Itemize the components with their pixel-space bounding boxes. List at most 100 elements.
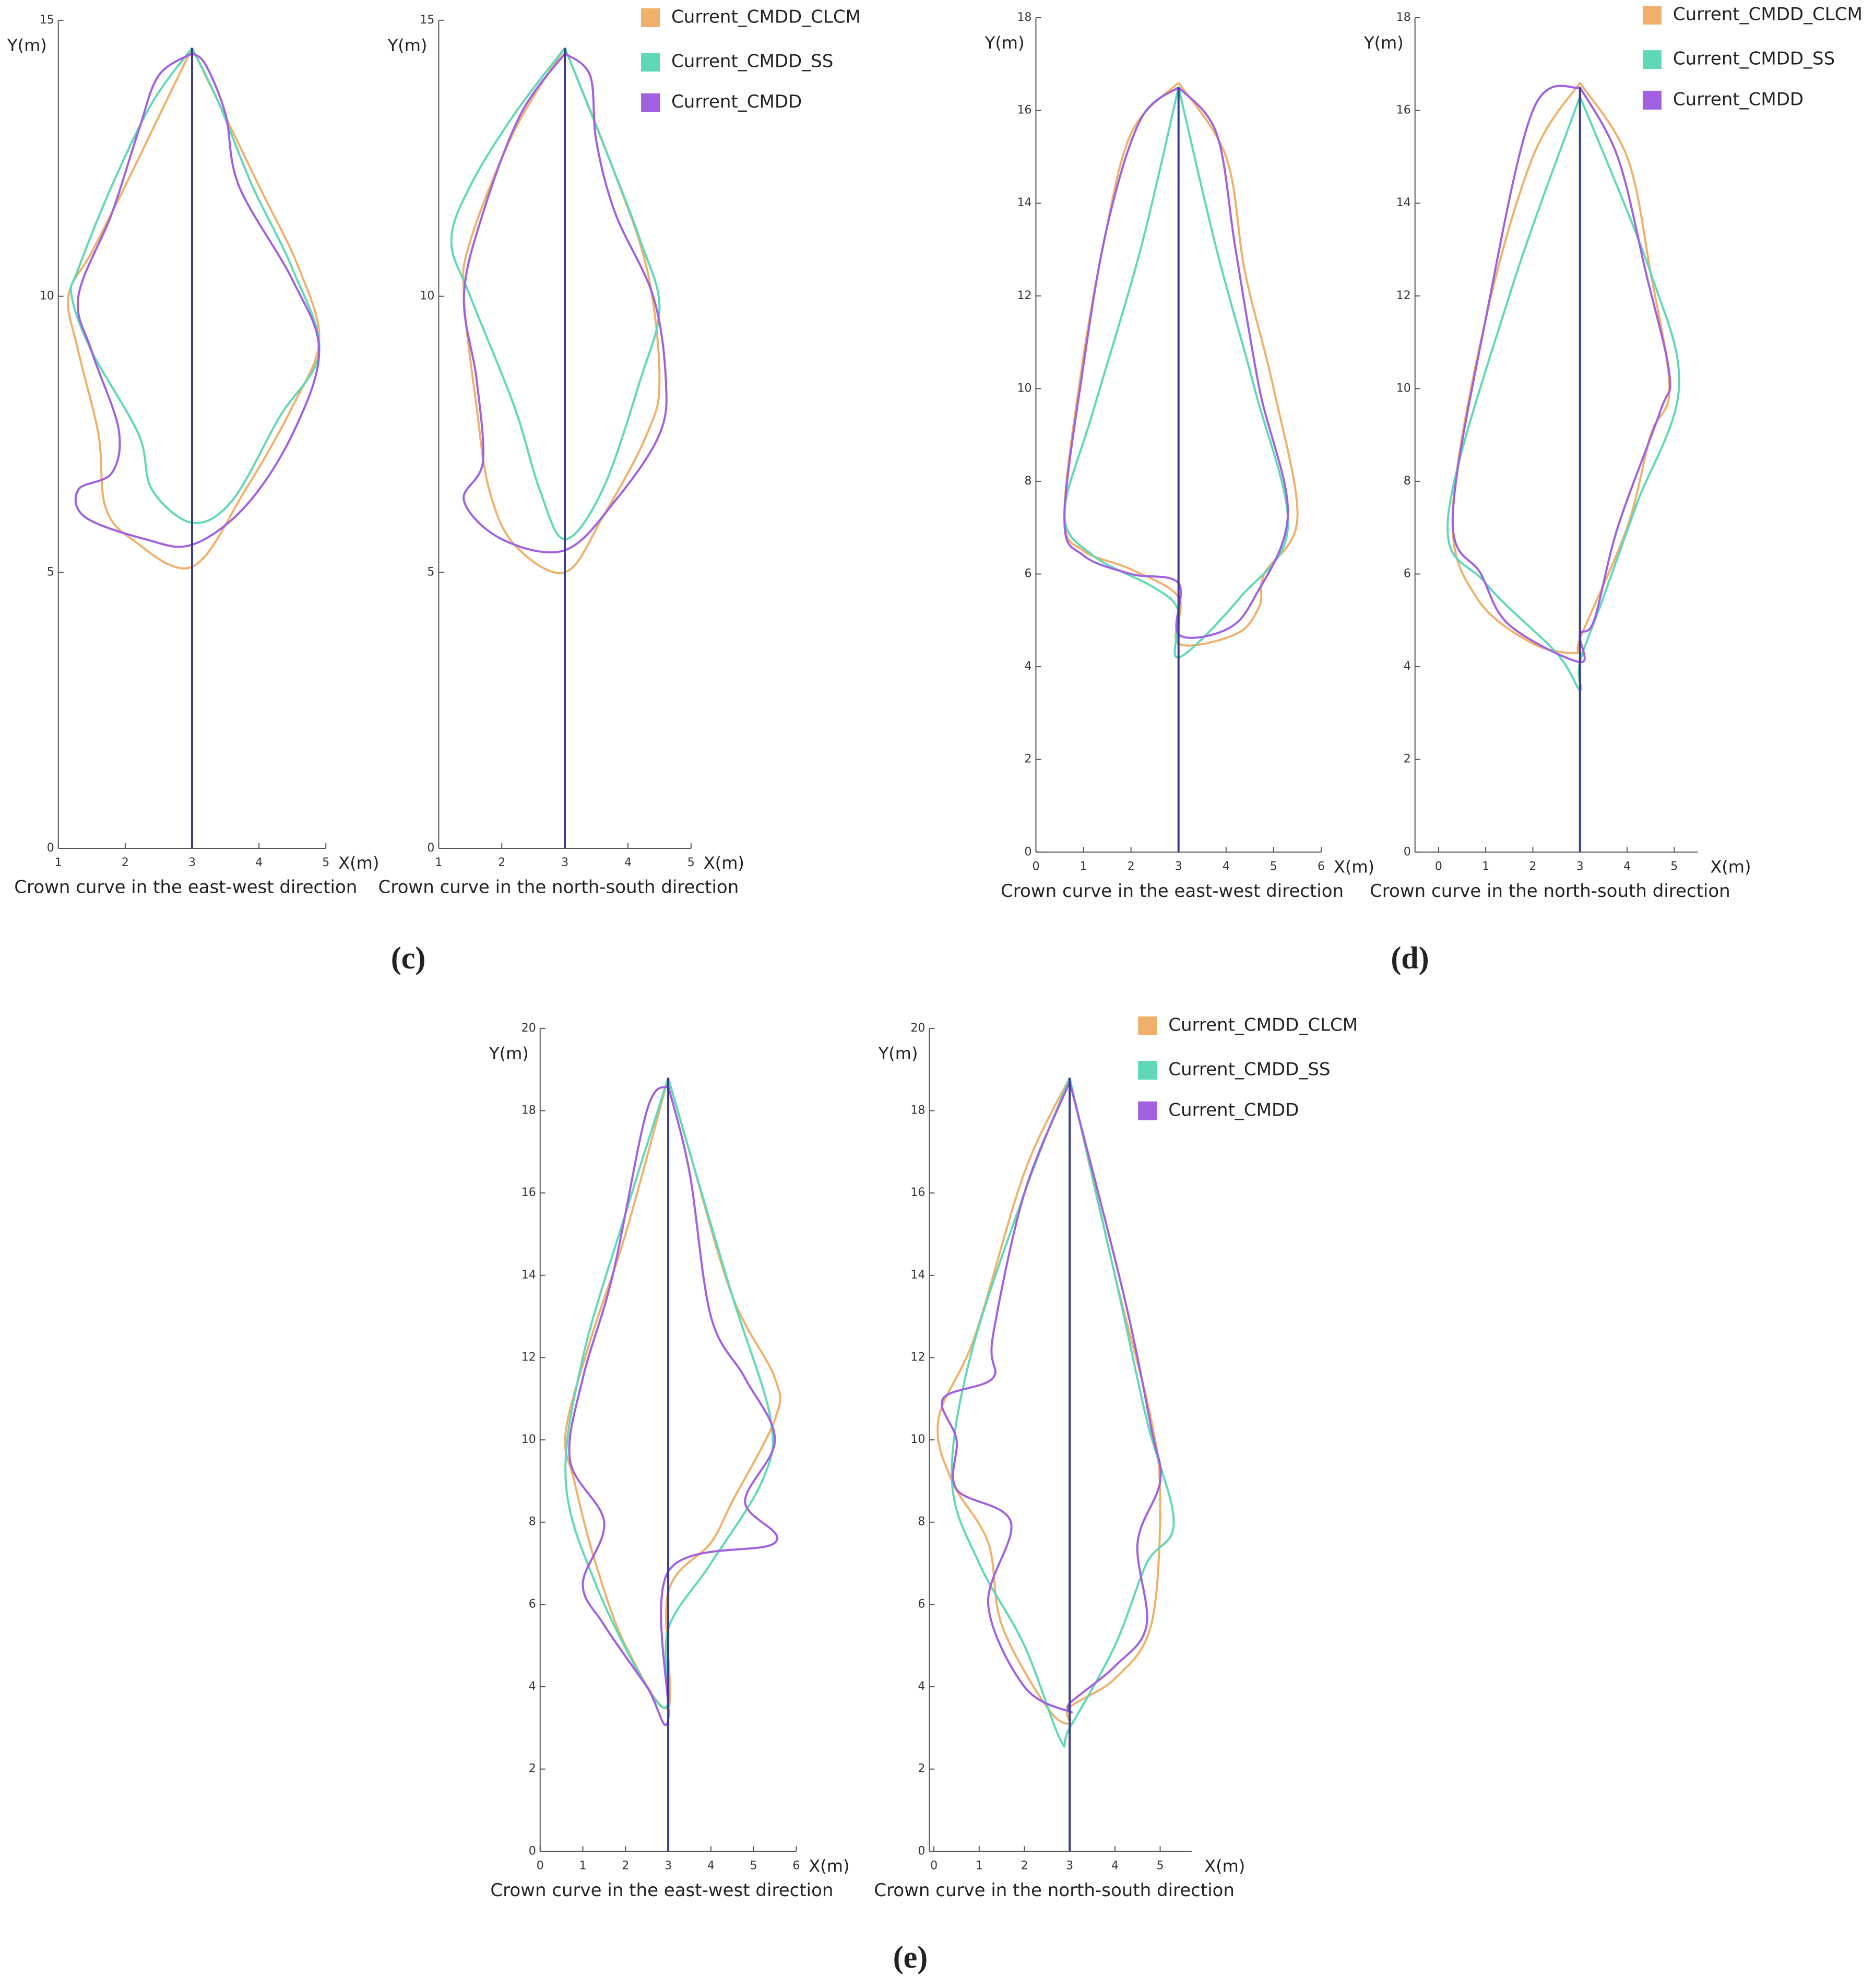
y-tick-label: 10 bbox=[1396, 382, 1411, 395]
legend-label: Current_CMDD bbox=[1673, 89, 1804, 110]
x-tick-label: 4 bbox=[1111, 1859, 1119, 1872]
legend-swatch bbox=[641, 8, 660, 28]
panel-label: (d) bbox=[1391, 941, 1429, 975]
panel-label: (e) bbox=[893, 1940, 928, 1974]
legend-label: Current_CMDD bbox=[1168, 1099, 1299, 1120]
y-tick-label: 0 bbox=[47, 842, 54, 855]
y-axis-label: Y(m) bbox=[7, 36, 47, 55]
x-tick-label: 6 bbox=[1318, 860, 1325, 873]
y-tick-label: 8 bbox=[1404, 475, 1411, 488]
y-tick-label: 2 bbox=[1404, 753, 1411, 766]
x-tick-label: 1 bbox=[435, 856, 442, 869]
crown-curve bbox=[462, 47, 661, 574]
y-tick-label: 18 bbox=[910, 1104, 925, 1117]
y-tick-label: 12 bbox=[1396, 289, 1411, 302]
crown-curve bbox=[564, 1077, 781, 1710]
x-tick-label: 0 bbox=[930, 1859, 938, 1872]
x-tick-label: 4 bbox=[1223, 860, 1230, 873]
legend-swatch bbox=[1642, 6, 1662, 25]
x-tick-label: 1 bbox=[55, 856, 62, 869]
legend-swatch bbox=[641, 53, 660, 72]
x-axis-label: X(m) bbox=[1204, 1856, 1245, 1876]
y-tick-label: 15 bbox=[420, 14, 434, 27]
x-tick-label: 3 bbox=[188, 856, 196, 869]
legend-label: Current_CMDD_SS bbox=[1168, 1059, 1330, 1080]
legend-label: Current_CMDD bbox=[671, 91, 802, 112]
caption: Crown curve in the north-south direction bbox=[1370, 881, 1730, 902]
legend-label: Current_CMDD_CLCM bbox=[1673, 4, 1863, 25]
y-tick-label: 8 bbox=[529, 1516, 536, 1529]
x-tick-label: 3 bbox=[1175, 860, 1182, 873]
y-tick-label: 14 bbox=[1017, 196, 1031, 209]
x-tick-label: 5 bbox=[687, 856, 695, 869]
legend-swatch bbox=[1642, 90, 1662, 110]
crown-curve bbox=[951, 1077, 1175, 1748]
y-tick-label: 0 bbox=[529, 1844, 536, 1857]
x-axis-label: X(m) bbox=[704, 853, 744, 873]
legend-swatch bbox=[1138, 1101, 1157, 1120]
y-tick-label: 4 bbox=[529, 1680, 536, 1693]
x-axis-label: X(m) bbox=[1334, 857, 1374, 877]
y-tick-label: 5 bbox=[427, 565, 434, 578]
y-tick-label: 14 bbox=[910, 1269, 925, 1282]
x-tick-label: 2 bbox=[122, 856, 129, 869]
x-tick-label: 2 bbox=[1128, 860, 1135, 873]
x-tick-label: 5 bbox=[1670, 860, 1678, 873]
x-tick-label: 3 bbox=[1576, 860, 1584, 873]
y-axis-label: Y(m) bbox=[489, 1044, 529, 1063]
y-tick-label: 20 bbox=[910, 1022, 925, 1035]
crown-curve bbox=[936, 1077, 1161, 1725]
y-tick-label: 0 bbox=[918, 1844, 925, 1857]
crown-curve bbox=[74, 52, 321, 548]
crown-curve bbox=[1446, 96, 1680, 691]
y-tick-label: 2 bbox=[529, 1762, 536, 1776]
y-axis-label: Y(m) bbox=[387, 36, 428, 55]
y-tick-label: 12 bbox=[521, 1351, 536, 1364]
y-tick-label: 10 bbox=[910, 1433, 925, 1446]
y-tick-label: 10 bbox=[521, 1433, 536, 1446]
y-tick-label: 2 bbox=[1024, 753, 1031, 766]
y-axis-label: Y(m) bbox=[1363, 33, 1404, 53]
x-tick-label: 2 bbox=[1529, 860, 1536, 873]
y-axis-label: Y(m) bbox=[985, 33, 1025, 53]
caption: Crown curve in the north-south direction bbox=[874, 1880, 1235, 1901]
x-tick-label: 0 bbox=[537, 1859, 544, 1872]
caption: Crown curve in the east-west direction bbox=[490, 1880, 833, 1901]
panel-label: (c) bbox=[391, 941, 426, 975]
x-axis-label: X(m) bbox=[1710, 857, 1751, 877]
x-tick-label: 1 bbox=[1080, 860, 1087, 873]
legend-swatch bbox=[1138, 1016, 1157, 1036]
y-tick-label: 18 bbox=[1017, 11, 1031, 24]
y-tick-label: 8 bbox=[1024, 475, 1031, 488]
legend-swatch bbox=[641, 93, 660, 112]
x-tick-label: 6 bbox=[792, 1859, 800, 1872]
y-tick-label: 10 bbox=[420, 290, 434, 303]
x-tick-label: 1 bbox=[1482, 860, 1489, 873]
legend-swatch bbox=[1642, 50, 1662, 69]
x-tick-label: 4 bbox=[707, 1859, 715, 1872]
x-tick-label: 5 bbox=[1270, 860, 1277, 873]
legend-label: Current_CMDD_CLCM bbox=[1168, 1015, 1358, 1036]
y-tick-label: 14 bbox=[1396, 196, 1411, 209]
y-tick-label: 16 bbox=[910, 1186, 925, 1199]
caption: Crown curve in the east-west direction bbox=[14, 877, 357, 897]
crown-curve bbox=[1063, 86, 1289, 639]
caption: Crown curve in the north-south direction bbox=[378, 877, 739, 897]
crown-curve bbox=[67, 47, 321, 570]
y-tick-label: 6 bbox=[1024, 567, 1031, 581]
legend-label: Current_CMDD_SS bbox=[1673, 49, 1835, 69]
x-tick-label: 3 bbox=[665, 1859, 672, 1872]
x-tick-label: 3 bbox=[561, 856, 568, 869]
y-tick-label: 18 bbox=[521, 1104, 536, 1117]
y-tick-label: 4 bbox=[1404, 660, 1411, 673]
y-axis-label: Y(m) bbox=[878, 1044, 918, 1063]
y-tick-label: 2 bbox=[918, 1762, 925, 1776]
crown-curve bbox=[450, 47, 661, 540]
crown-curve bbox=[1451, 82, 1671, 655]
x-tick-label: 5 bbox=[1157, 1859, 1164, 1872]
x-tick-label: 2 bbox=[498, 856, 505, 869]
y-tick-label: 6 bbox=[529, 1598, 536, 1611]
y-tick-label: 15 bbox=[40, 14, 54, 27]
y-tick-label: 18 bbox=[1396, 11, 1411, 24]
